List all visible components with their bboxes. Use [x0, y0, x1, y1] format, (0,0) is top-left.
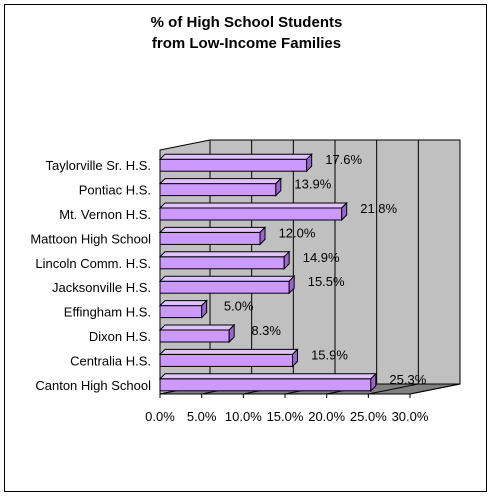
- x-tick-labels: 0.0% 5.0% 10.0% 15.0% 20.0% 25.0% 30.0%: [145, 409, 429, 424]
- value-label: 12.0%: [279, 225, 316, 240]
- bar-top: [158, 373, 378, 380]
- category-label: Centralia H.S.: [70, 353, 151, 368]
- value-label: 17.6%: [325, 152, 362, 167]
- value-label: 13.9%: [294, 177, 331, 192]
- gridline: [368, 140, 419, 395]
- bar-top: [158, 275, 296, 282]
- bar-side: [228, 323, 235, 344]
- value-label: 15.5%: [308, 274, 345, 289]
- bar-side: [370, 372, 377, 393]
- bar-top: [158, 153, 313, 160]
- bar-front: [159, 280, 290, 294]
- category-label: Taylorville Sr. H.S.: [46, 158, 151, 173]
- bars: [158, 152, 378, 393]
- bar-front: [159, 231, 261, 245]
- category-label: Pontiac H.S.: [79, 183, 151, 198]
- bar-side: [201, 299, 208, 319]
- bar: [158, 274, 296, 295]
- x-tick-label: 15.0%: [267, 409, 304, 424]
- category-label: Mattoon High School: [30, 231, 151, 246]
- gridline: [409, 140, 461, 395]
- category-labels: Taylorville Sr. H.S. Pontiac H.S. Mt. Vern…: [30, 158, 151, 393]
- bar: [158, 201, 348, 222]
- bar: [158, 372, 378, 393]
- bar-front: [159, 207, 343, 221]
- x-tick-label: 25.0%: [350, 409, 387, 424]
- bar-top: [158, 251, 291, 258]
- bar: [158, 177, 283, 197]
- bar-side: [288, 274, 295, 295]
- value-labels: 17.6% 13.9% 21.8% 12.0% 14.9% 15.5% 5.0% 8.3% 15…: [224, 152, 427, 387]
- value-label: 5.0%: [224, 299, 254, 314]
- x-tick-label: 0.0%: [145, 409, 175, 424]
- bar-side: [341, 201, 348, 222]
- value-label: 21.8%: [360, 201, 397, 216]
- x-tick-label: 20.0%: [308, 409, 345, 424]
- bar-front: [159, 183, 277, 197]
- bar-top: [158, 324, 236, 331]
- bar-side: [259, 226, 266, 246]
- bar-top: [158, 202, 348, 209]
- x-tick-label: 5.0%: [187, 409, 217, 424]
- bar: [158, 152, 313, 173]
- category-label: Jacksonville H.S.: [52, 280, 151, 295]
- bar: [158, 323, 236, 344]
- value-label: 14.9%: [303, 250, 340, 265]
- bar-front: [159, 256, 285, 270]
- bar: [158, 299, 208, 319]
- x-tick-label: 10.0%: [225, 409, 262, 424]
- value-label: 8.3%: [251, 323, 281, 338]
- bar: [158, 348, 299, 368]
- bar-front: [159, 305, 203, 319]
- category-label: Effingham H.S.: [64, 305, 151, 320]
- bar: [158, 250, 291, 271]
- bar-side: [283, 250, 290, 271]
- bar-top: [158, 178, 283, 185]
- chart-title: % of High School Students from Low-Incom…: [0, 12, 493, 54]
- bar-side: [306, 152, 313, 173]
- value-label: 25.3%: [389, 372, 426, 387]
- chart-title-line-1: % of High School Students: [150, 14, 343, 31]
- chart-title-line-2: from Low-Income Families: [151, 35, 342, 52]
- bar: [158, 226, 267, 246]
- category-label: Canton High School: [35, 378, 151, 393]
- bar-top: [158, 300, 208, 307]
- bar-front: [159, 329, 230, 343]
- bar-top: [158, 348, 299, 355]
- x-tick-label: 30.0%: [392, 409, 429, 424]
- category-label: Dixon H.S.: [89, 329, 151, 344]
- bar-front: [159, 158, 308, 172]
- bar-side: [275, 177, 282, 197]
- bar-top: [158, 226, 267, 233]
- category-label: Lincoln Comm. H.S.: [35, 256, 151, 271]
- value-label: 15.9%: [311, 347, 348, 362]
- category-label: Mt. Vernon H.S.: [59, 207, 151, 222]
- bar-side: [292, 348, 298, 368]
- bar-front: [159, 378, 372, 392]
- bar-front: [159, 353, 293, 367]
